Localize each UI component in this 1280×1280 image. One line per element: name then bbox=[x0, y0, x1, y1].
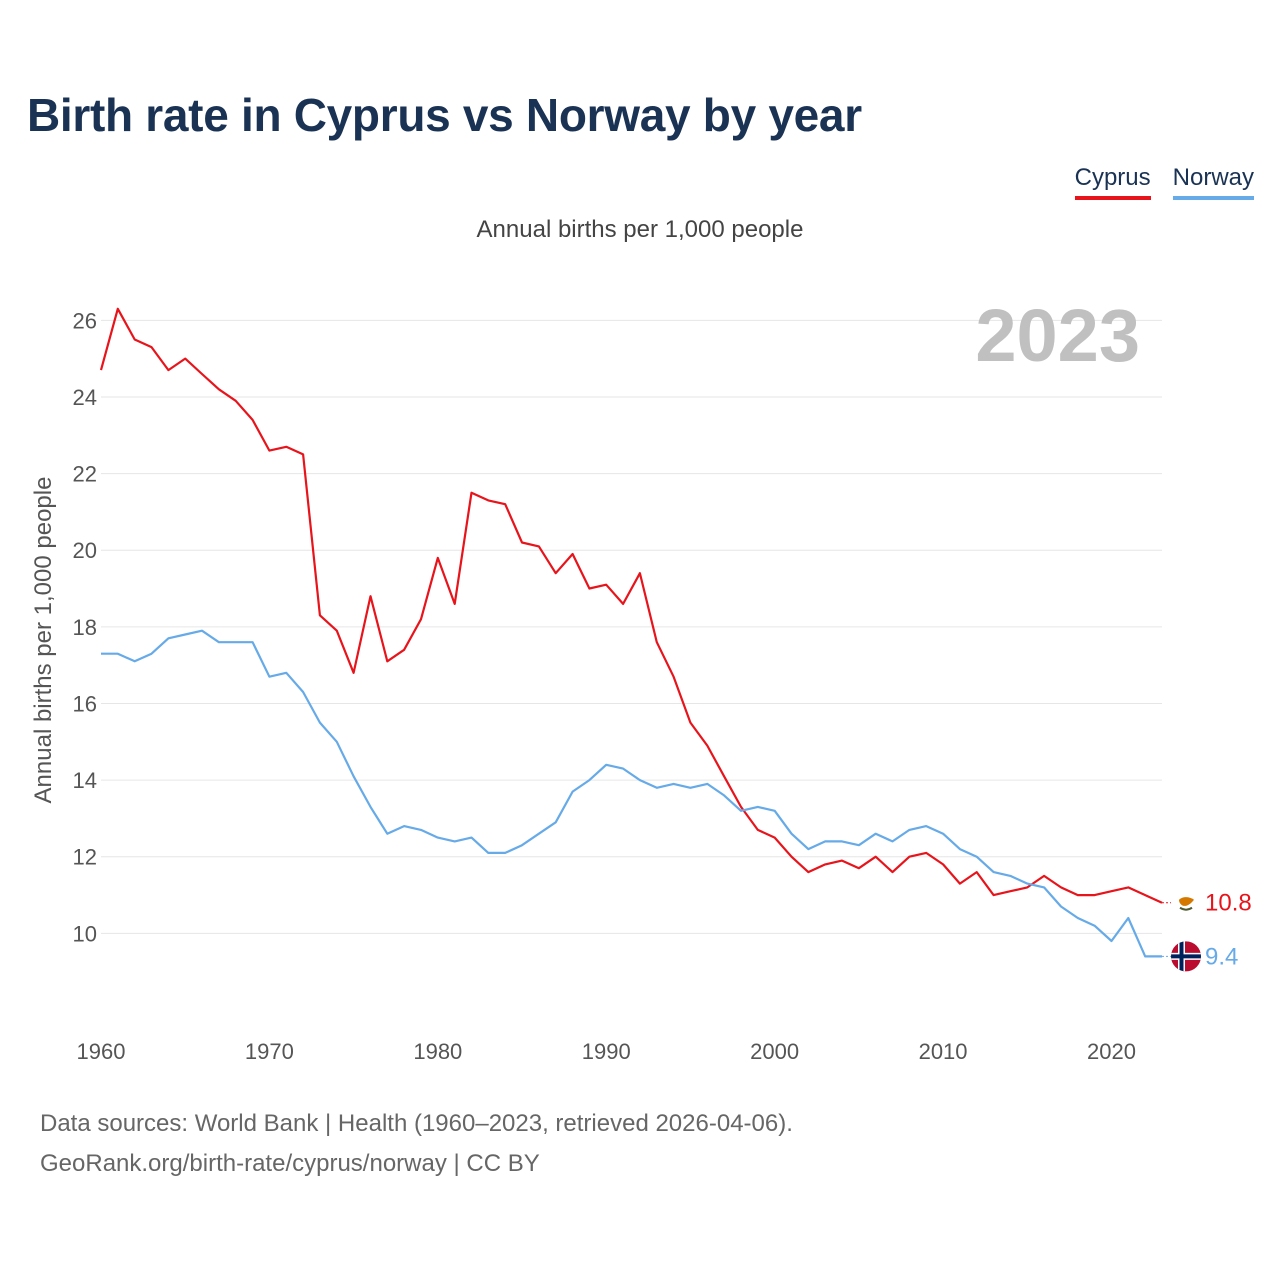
source-line-1: Data sources: World Bank | Health (1960–… bbox=[40, 1110, 793, 1137]
x-tick-label: 1960 bbox=[77, 1039, 126, 1064]
gridlines bbox=[101, 319, 1162, 934]
y-axis-ticks: 10 12 14 16 18 20 22 24 26 bbox=[73, 308, 97, 946]
x-axis-ticks: 1960 1970 1980 1990 2000 2010 2020 bbox=[77, 1039, 1136, 1064]
chart-subtitle: Annual births per 1,000 people bbox=[476, 216, 804, 243]
legend-item-norway[interactable]: Norway bbox=[1172, 164, 1254, 200]
y-tick-label: 20 bbox=[73, 538, 97, 563]
series-line-cyprus[interactable] bbox=[99, 307, 1163, 904]
source-note: Data sources: World Bank | Health (1960–… bbox=[40, 1104, 793, 1184]
y-tick-label: 12 bbox=[73, 845, 97, 870]
y-tick-label: 16 bbox=[73, 691, 97, 716]
end-value-label-cyprus: 10.8 bbox=[1205, 890, 1252, 917]
x-tick-label: 1970 bbox=[245, 1039, 294, 1064]
end-value-label-norway: 9.4 bbox=[1205, 943, 1238, 970]
legend: Cyprus Norway bbox=[1074, 164, 1254, 200]
y-tick-label: 14 bbox=[73, 768, 97, 793]
y-tick-label: 26 bbox=[73, 308, 97, 333]
x-tick-label: 2010 bbox=[919, 1039, 968, 1064]
legend-item-cyprus[interactable]: Cyprus bbox=[1074, 164, 1151, 200]
x-tick-label: 2020 bbox=[1087, 1039, 1136, 1064]
series-end-markers: 10.8 9.4 bbox=[1162, 887, 1252, 972]
x-tick-label: 2000 bbox=[750, 1039, 799, 1064]
cyprus-flag-icon bbox=[1171, 887, 1201, 918]
source-line-2[interactable]: GeoRank.org/birth-rate/cyprus/norway | C… bbox=[40, 1150, 540, 1177]
y-tick-label: 24 bbox=[73, 385, 97, 410]
series-lines bbox=[99, 307, 1163, 958]
y-axis-label: Annual births per 1,000 people bbox=[30, 477, 57, 804]
x-tick-label: 1990 bbox=[582, 1039, 631, 1064]
y-tick-label: 22 bbox=[73, 462, 97, 487]
series-line-norway[interactable] bbox=[101, 629, 1162, 958]
y-tick-label: 18 bbox=[73, 615, 97, 640]
y-tick-label: 10 bbox=[73, 921, 97, 946]
chart-title: Birth rate in Cyprus vs Norway by year bbox=[27, 89, 862, 141]
x-tick-label: 1980 bbox=[413, 1039, 462, 1064]
norway-flag-icon bbox=[1171, 941, 1201, 972]
year-label: 2023 bbox=[975, 294, 1140, 377]
